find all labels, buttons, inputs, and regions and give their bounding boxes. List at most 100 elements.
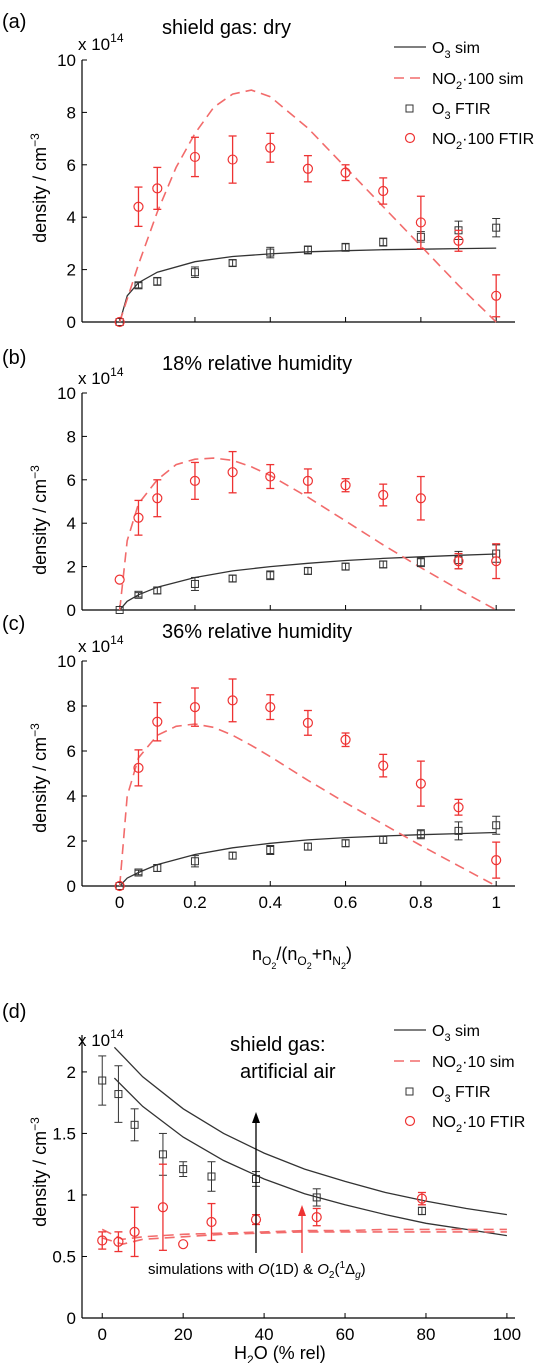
no2-ftir-point	[114, 574, 125, 585]
no2-ftir-point	[340, 167, 351, 178]
no2-ftir-point	[157, 1202, 169, 1213]
o3-ftir-point	[115, 606, 124, 614]
legend-d-o3-ftir: O3 FTIR	[432, 1084, 491, 1105]
y-tick-label: 6	[67, 471, 76, 490]
no2-ftir-point	[302, 717, 314, 728]
o3-ftir-point	[115, 318, 124, 326]
o3-ftir-point	[341, 839, 350, 848]
y-tick-label: 8	[67, 103, 76, 122]
no2-ftir-point	[311, 1212, 322, 1223]
o3-ftir-point	[153, 864, 162, 872]
y-tick-label: 0.5	[52, 1247, 76, 1266]
panel-c-xlabel: nO2/(nO2+nN2)	[252, 944, 352, 971]
o3-ftir-point	[190, 268, 199, 277]
o3-ftir-point	[98, 1076, 107, 1085]
y-tick-label: 2	[67, 558, 76, 577]
o3-ftir-point	[134, 281, 143, 290]
panel-c-label: (c)	[2, 613, 25, 635]
no2-ftir-point	[133, 201, 144, 212]
o3-sim-line	[119, 247, 497, 323]
o3-ftir-point	[158, 1150, 167, 1159]
no2-ftir-point	[152, 716, 163, 727]
legend-d-no2-sim: NO2·10 sim	[432, 1054, 515, 1075]
o3-sim-line	[119, 831, 497, 887]
panel-a: (a) x 1014 shield gas: dry density / cm−…	[2, 11, 534, 332]
y-tick-label: 10	[57, 652, 76, 671]
x-tick-label: 0.6	[334, 893, 358, 912]
no2-ftir-point	[152, 493, 163, 504]
note-text: simulations with O(1D) & O2(1Δg)	[148, 1260, 366, 1281]
panel-d-legend: O3 sim NO2·10 sim O3 FTIR NO2·10 FTIR	[394, 1023, 525, 1135]
o3-ftir-point	[492, 821, 501, 830]
panel-d-plot: 00.511.520 20 40 60 80 100	[52, 1035, 521, 1344]
o3-ftir-point	[134, 868, 143, 877]
o3-ftir-point	[228, 259, 237, 268]
o3-ftir-point	[379, 238, 388, 247]
o3-ftir-point	[228, 574, 237, 583]
y-tick-label: 1	[67, 1186, 76, 1205]
no2-ftir-point	[265, 702, 276, 713]
panel-b-multiplier: x 1014	[78, 365, 124, 388]
panel-d-xlabel: H2O (% rel)	[234, 1343, 326, 1363]
x-tick-label: 1	[491, 893, 500, 912]
x-tick-label: 40	[255, 1325, 274, 1344]
o3-ftir-point	[379, 560, 388, 569]
y-tick-label: 6	[67, 742, 76, 761]
y-tick-label: 1.5	[52, 1124, 76, 1143]
panel-a-title: shield gas: dry	[162, 17, 291, 39]
no2-ftir-point	[133, 512, 144, 523]
panel-b: (b) x 1014 18% relative humidity density…	[2, 347, 515, 620]
o3-sim-line	[113, 1077, 507, 1237]
x-tick-label: 0.4	[258, 893, 282, 912]
y-tick-label: 2	[67, 1063, 76, 1082]
no2-ftir-point	[340, 734, 351, 745]
o3-ftir-point	[379, 835, 388, 844]
no2-ftir-point	[415, 778, 426, 789]
panel-a-multiplier: x 1014	[78, 31, 124, 54]
panel-c-ylabel: density / cm−3	[28, 723, 50, 833]
y-tick-label: 8	[67, 427, 76, 446]
no2-sim-line	[118, 457, 497, 611]
no2-ftir-point	[415, 217, 426, 228]
o3-ftir-point	[312, 1193, 321, 1202]
y-tick-label: 0	[67, 877, 76, 896]
panel-d-note: simulations with O(1D) & O2(1Δg)	[148, 1112, 366, 1281]
o3-sim-line	[119, 553, 497, 611]
y-tick-label: 10	[57, 51, 76, 70]
o3-ftir-point	[303, 842, 312, 851]
panel-a-label: (a)	[2, 11, 26, 33]
no2-sim-line	[118, 723, 497, 887]
x-tick-label: 80	[417, 1325, 436, 1344]
no2-ftir-point	[491, 556, 502, 567]
o3-ftir-point	[130, 1120, 139, 1129]
x-tick-label: 60	[336, 1325, 355, 1344]
no2-ftir-point	[415, 493, 426, 504]
panel-c: (c) x 1014 36% relative humidity density…	[2, 613, 515, 971]
y-tick-label: 10	[57, 384, 76, 403]
no2-ftir-point	[453, 556, 464, 567]
panel-d-title-1: shield gas:	[230, 1034, 326, 1056]
panel-b-title: 18% relative humidity	[162, 353, 352, 375]
panel-d: (d) x 1014 shield gas: artificial air de…	[2, 1001, 525, 1363]
o3-ftir-point	[303, 566, 312, 575]
o3-ftir-point	[134, 590, 143, 599]
o3-sim-line	[113, 1046, 507, 1216]
no2-ftir-point	[227, 467, 238, 478]
legend-no2-ftir: NO2·100 FTIR	[432, 131, 534, 152]
panel-b-plot: 0 2 4 6 8 10	[57, 384, 515, 620]
y-tick-label: 4	[67, 514, 76, 533]
no2-ftir-point	[302, 475, 314, 486]
no2-ftir-point	[114, 880, 125, 892]
o3-ftir-point	[266, 846, 275, 854]
y-tick-label: 0	[67, 601, 76, 620]
panel-a-legend: O3 sim NO2·100 sim O3 FTIR NO2·100 FTIR	[394, 40, 534, 152]
x-tick-label: 100	[493, 1325, 521, 1344]
legend-o3-ftir: O3 FTIR	[432, 101, 491, 122]
no2-sim-line	[101, 1228, 507, 1241]
o3-ftir-point	[266, 571, 275, 580]
panel-b-label: (b)	[2, 347, 26, 369]
panel-c-plot: 0 2 4 6 8 10 0 0.2 0.4 0.6 0.8 1	[57, 652, 515, 912]
o3-ftir-point	[153, 277, 162, 286]
o3-ftir-point	[115, 882, 124, 890]
